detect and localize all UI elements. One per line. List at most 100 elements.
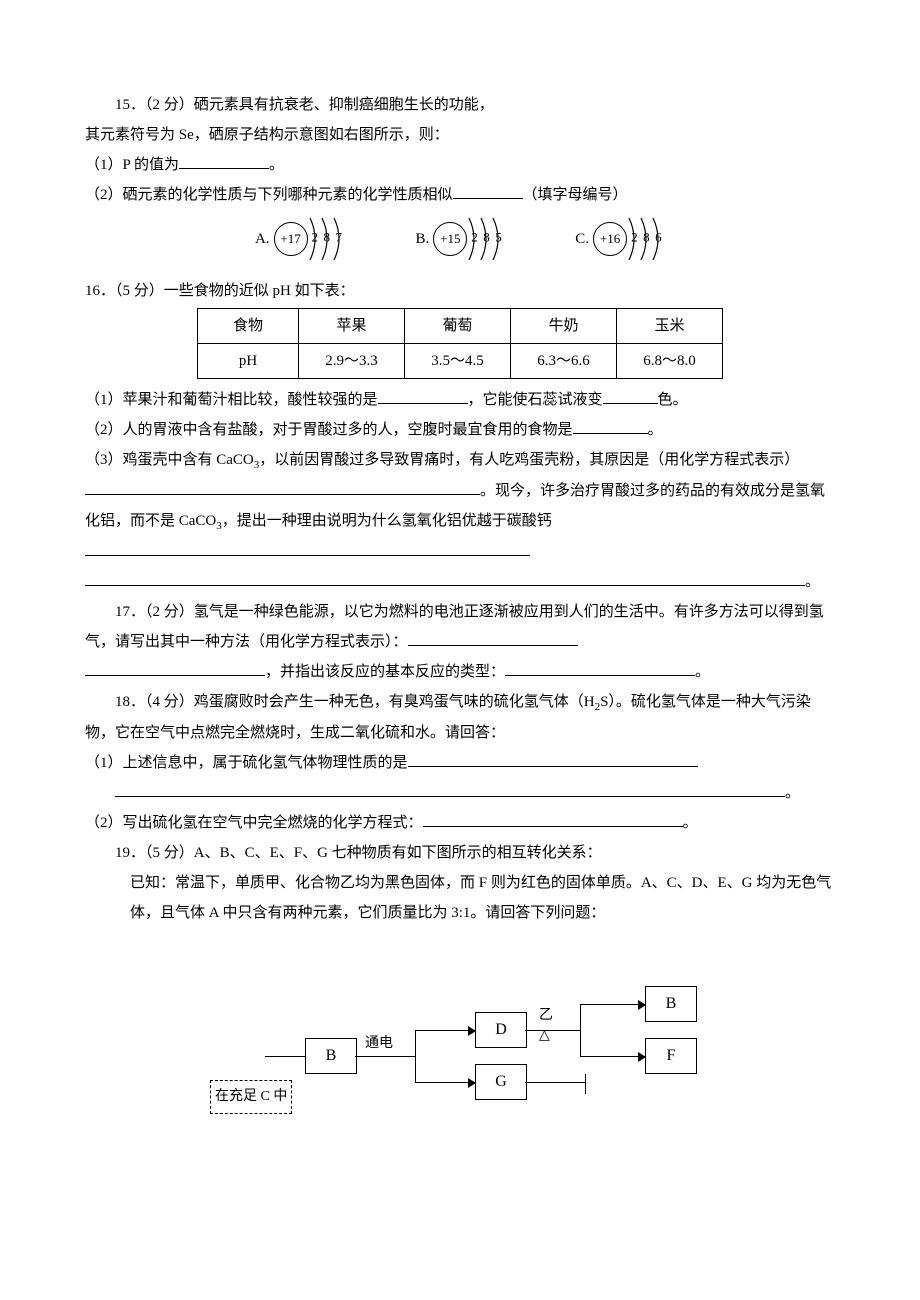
th: 玉米: [617, 309, 723, 344]
blank: [179, 152, 269, 170]
th: 牛奶: [511, 309, 617, 344]
option-c: C. +16 2 8 6: [575, 216, 665, 262]
q15-line1: 15．（2 分）硒元素具有抗衰老、抑制癌细胞生长的功能，: [85, 90, 835, 120]
q16-s2: （2）人的胃液中含有盐酸，对于胃酸过多的人，空腹时最宜食用的食物是 。: [85, 415, 835, 445]
q15-options: A. +17 2 8 7 B. +15 2 8 5 C. +16 2 8 6: [85, 216, 835, 262]
q15-sub1-prefix: （1）P 的值为: [85, 157, 179, 173]
q16-heading: 16．（5 分）一些食物的近似 pH 如下表：: [85, 276, 835, 306]
atom-diagram: +15 2 8 5: [433, 216, 505, 262]
shell-e: 8: [483, 225, 490, 251]
atom-diagram: +16 2 8 6: [593, 216, 665, 262]
q17: 17．（2 分）氢气是一种绿色能源，以它为燃料的电池正逐渐被应用到人们的生活中。…: [85, 597, 835, 657]
q18-s1: （1）上述信息中，属于硫化氢气体物理性质的是: [85, 748, 835, 778]
label-yi: 乙: [539, 1008, 553, 1023]
q15-sub1: （1）P 的值为 。: [85, 150, 835, 180]
nucleus: +16: [593, 222, 627, 256]
q18-s1-cont: 。: [85, 778, 835, 808]
node-b2: B: [645, 986, 697, 1022]
text: （1）上述信息中，属于硫化氢气体物理性质的是: [85, 755, 408, 771]
shell-e: 6: [655, 225, 662, 251]
text: ，以前因胃酸过多导致胃痛时，有人吃鸡蛋壳粉，其原因是（用化学方程式表示）: [259, 452, 799, 468]
shell-e: 2: [471, 225, 478, 251]
td: pH: [198, 344, 299, 379]
arrow: [415, 1030, 475, 1031]
q15-sub2-suffix: （填字母编号）: [523, 187, 628, 203]
text: 。: [695, 664, 710, 680]
text: 色。: [658, 392, 688, 408]
th: 食物: [198, 309, 299, 344]
text: 。: [648, 422, 663, 438]
td: 2.9～3.3: [299, 344, 405, 379]
shell-e: 7: [336, 225, 343, 251]
blank: [603, 387, 658, 405]
th: 苹果: [299, 309, 405, 344]
table-row: 食物 苹果 葡萄 牛奶 玉米: [198, 309, 723, 344]
line: [525, 1082, 585, 1083]
option-b: B. +15 2 8 5: [416, 216, 506, 262]
q19-a: 19．（5 分）A、B、C、E、F、G 七种物质有如下图所示的相互转化关系：: [85, 838, 835, 868]
shell-e: 2: [312, 225, 319, 251]
q16-s1: （1）苹果汁和葡萄汁相比较，酸性较强的是 ，它能使石蕊试液变 色。: [85, 385, 835, 415]
text: 。: [683, 815, 698, 831]
q18: 18．（4 分）鸡蛋腐败时会产生一种无色，有臭鸡蛋气味的硫化氢气体（H2S）。硫…: [85, 687, 835, 748]
node-b: B: [305, 1038, 357, 1074]
td: 6.3～6.6: [511, 344, 617, 379]
text: 18．（4 分）鸡蛋腐败时会产生一种无色，有臭鸡蛋气味的硫化氢气体（H: [115, 694, 595, 710]
q16-s3: （3）鸡蛋壳中含有 CaCO3，以前因胃酸过多导致胃痛时，有人吃鸡蛋壳粉，其原因…: [85, 445, 835, 567]
blank: [85, 539, 530, 557]
td: 6.8～8.0: [617, 344, 723, 379]
text: ，并指出该反应的基本反应的类型：: [265, 664, 505, 680]
line: [580, 1004, 581, 1056]
blank: [408, 629, 578, 647]
q15-sub2: （2）硒元素的化学性质与下列哪种元素的化学性质相似 （填字母编号）: [85, 180, 835, 210]
th: 葡萄: [405, 309, 511, 344]
shell-e: 8: [324, 225, 331, 251]
text: 。: [785, 785, 800, 801]
blank: [573, 417, 648, 435]
arrow: [580, 1004, 645, 1005]
text: （1）苹果汁和葡萄汁相比较，酸性较强的是: [85, 392, 378, 408]
shell-e: 8: [643, 225, 650, 251]
q19-diagram: B D G B F 在充足 C 中 通电 乙 △: [155, 968, 835, 1088]
label-electro: 通电: [365, 1036, 393, 1051]
option-a: A. +17 2 8 7: [255, 216, 346, 262]
node-d: D: [475, 1012, 527, 1048]
dash-box: 在充足 C 中: [210, 1080, 292, 1114]
nucleus: +15: [433, 222, 467, 256]
line: [525, 1030, 580, 1031]
nucleus: +17: [274, 222, 308, 256]
q15-sub2-prefix: （2）硒元素的化学性质与下列哪种元素的化学性质相似: [85, 187, 453, 203]
text: （2）人的胃液中含有盐酸，对于胃酸过多的人，空腹时最宜食用的食物是: [85, 422, 573, 438]
text: （3）鸡蛋壳中含有 CaCO: [85, 452, 254, 468]
shell-e: 5: [495, 225, 502, 251]
text: ，它能使石蕊试液变: [468, 392, 603, 408]
q15-line2: 其元素符号为 Se，硒原子结构示意图如右图所示，则：: [85, 120, 835, 150]
blank: [85, 569, 805, 587]
blank: [453, 182, 523, 200]
table-row: pH 2.9～3.3 3.5～4.5 6.3～6.6 6.8～8.0: [198, 344, 723, 379]
line: [415, 1030, 416, 1082]
shell-e: 2: [631, 225, 638, 251]
blank: [85, 478, 480, 496]
option-label: C.: [575, 224, 589, 254]
option-label: B.: [416, 224, 430, 254]
blank: [115, 780, 785, 798]
line: [585, 1074, 586, 1094]
blank: [378, 387, 468, 405]
q18-s2: （2）写出硫化氢在空气中完全燃烧的化学方程式：。: [85, 808, 835, 838]
td: 3.5～4.5: [405, 344, 511, 379]
text: 。: [805, 574, 820, 590]
node-f: F: [645, 1038, 697, 1074]
q19-b: 已知：常温下，单质甲、化合物乙均为黑色固体，而 F 则为红色的固体单质。A、C、…: [85, 868, 835, 928]
label-triangle: △: [539, 1028, 550, 1043]
line: [355, 1056, 415, 1057]
option-label: A.: [255, 224, 270, 254]
line: [265, 1056, 305, 1057]
blank: [423, 810, 683, 828]
q15-sub1-suffix: 。: [269, 157, 284, 173]
node-g: G: [475, 1064, 527, 1100]
blank: [505, 659, 695, 677]
blank: [85, 659, 265, 677]
ph-table: 食物 苹果 葡萄 牛奶 玉米 pH 2.9～3.3 3.5～4.5 6.3～6.…: [197, 308, 723, 379]
blank: [408, 750, 698, 768]
